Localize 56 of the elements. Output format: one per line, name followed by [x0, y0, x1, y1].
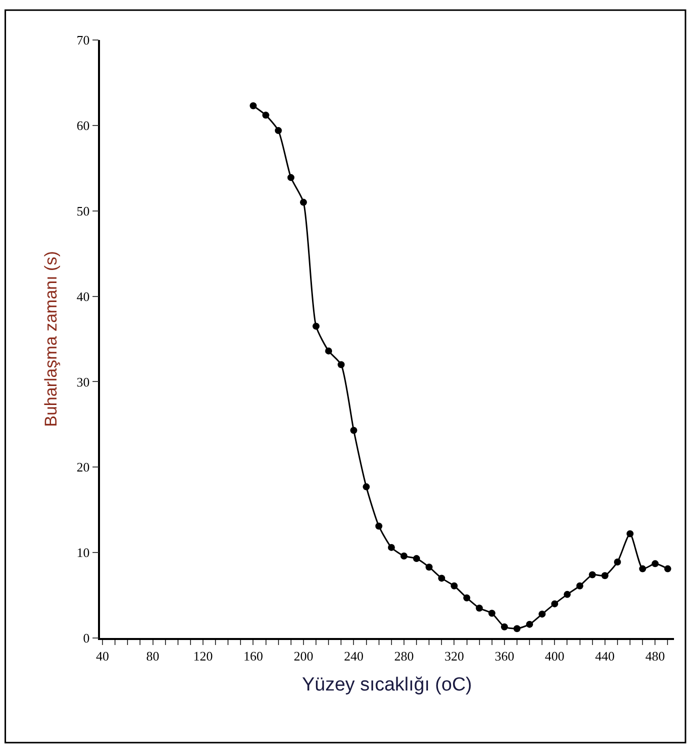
y-tick-label: 60 [76, 118, 90, 133]
point [450, 582, 458, 590]
x-tick-label: 120 [193, 648, 213, 664]
y-tick-label: 10 [76, 545, 90, 560]
x-tick-label: 240 [344, 648, 364, 664]
point [538, 610, 546, 618]
y-tick-label: 30 [76, 374, 90, 390]
point [514, 625, 520, 632]
y-tick-label: 50 [76, 203, 90, 218]
point [639, 565, 646, 572]
x-tick-label: 480 [645, 648, 665, 664]
point [350, 426, 358, 434]
point [362, 483, 370, 490]
x-tick-label: 320 [444, 648, 464, 664]
point [300, 198, 307, 206]
x-tick-label: 200 [294, 648, 314, 664]
point [576, 582, 584, 590]
point [338, 361, 345, 368]
point [476, 604, 483, 612]
y-axis-title: Buharlaşma zamanı (s) [42, 251, 61, 427]
point [526, 620, 534, 628]
x-tick-label: 400 [544, 648, 564, 664]
point [312, 322, 320, 330]
x-tick-label: 440 [595, 648, 615, 664]
point [426, 564, 433, 571]
x-axis-title: Yüzey sıcaklığı (oC) [302, 674, 472, 696]
point [262, 112, 270, 119]
y-tick-label: 20 [76, 460, 90, 475]
point [664, 565, 672, 572]
x-tick-label: 360 [494, 648, 514, 664]
point [626, 530, 634, 538]
point [614, 558, 621, 566]
point [488, 610, 496, 617]
y-tick-label: 40 [76, 288, 90, 304]
point [388, 544, 395, 551]
point [375, 522, 382, 530]
point [325, 347, 332, 354]
point [588, 571, 596, 578]
point [413, 555, 420, 562]
y-tick-label: 0 [83, 630, 90, 646]
point [564, 590, 571, 598]
x-tick-label: 40 [96, 648, 110, 664]
y-tick-label: 70 [76, 32, 90, 48]
point [500, 623, 508, 630]
point [438, 574, 446, 582]
point [463, 594, 470, 602]
point [274, 127, 282, 134]
point [250, 102, 257, 110]
point [551, 600, 558, 608]
x-tick-label: 280 [394, 648, 414, 664]
point [400, 552, 408, 560]
point [287, 174, 294, 182]
point [601, 572, 608, 580]
x-tick-label: 80 [146, 648, 160, 664]
point [652, 560, 659, 568]
x-tick-label: 160 [243, 648, 263, 664]
